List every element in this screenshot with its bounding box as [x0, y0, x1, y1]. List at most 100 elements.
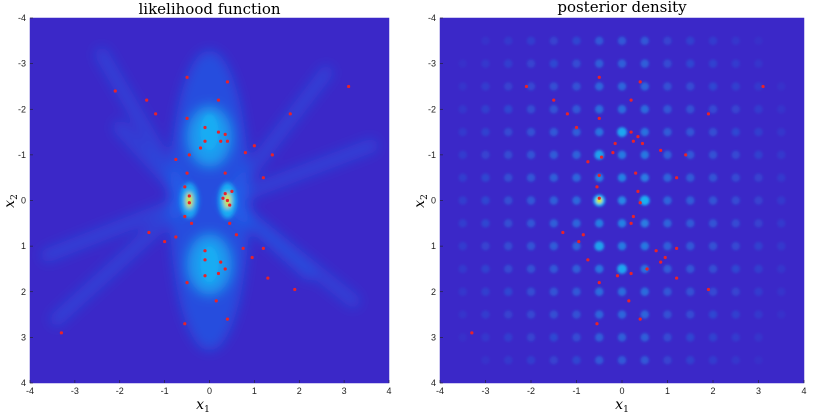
right-x-ticks: -4 -3 -2 -1 0 1 2 3 4 — [436, 380, 807, 396]
posterior-blob — [549, 310, 558, 319]
y-tick-label: -3 — [18, 59, 26, 69]
posterior-blob — [504, 59, 513, 68]
posterior-blob — [504, 36, 513, 46]
left-ylabel: x2 — [2, 194, 20, 208]
y-tick-label: -2 — [18, 104, 26, 114]
posterior-blob — [617, 333, 627, 342]
sample-point — [234, 233, 239, 237]
likelihood-panel: likelihood function -4 -3 -2 -1 0 1 2 3 4 -4 -3 -2… — [2, 0, 392, 412]
likelihood-hotspot — [200, 246, 219, 283]
posterior-blob — [754, 150, 763, 160]
right-title: posterior density — [557, 0, 687, 16]
posterior-blob — [526, 241, 536, 251]
y-tick-label: -4 — [428, 13, 436, 23]
left-xlabel: x1 — [196, 397, 210, 412]
posterior-blob — [504, 355, 513, 365]
posterior-blob — [549, 150, 558, 160]
sample-point — [597, 173, 601, 178]
right-ylabel: x2 — [412, 194, 430, 208]
posterior-blob — [754, 333, 763, 342]
x-tick-label: 0 — [619, 386, 624, 396]
posterior-panel: posterior density -4 -3 -2 -1 0 1 2 3 4 -4 -3 -2 -1… — [412, 0, 807, 412]
posterior-blob — [708, 150, 718, 160]
posterior-blob — [686, 310, 695, 319]
posterior-blob — [708, 241, 718, 251]
posterior-blob — [686, 264, 695, 274]
posterior-blob — [458, 287, 467, 296]
sample-point — [221, 196, 225, 200]
posterior-blob — [708, 196, 718, 205]
posterior-blob — [549, 264, 558, 274]
sample-point — [634, 171, 638, 175]
sample-point — [629, 98, 633, 102]
posterior-blob — [754, 287, 763, 296]
posterior-secondary-peak — [594, 241, 605, 252]
posterior-blob — [731, 105, 740, 114]
posterior-blob — [595, 105, 604, 114]
y-tick-label: 1 — [21, 241, 26, 251]
posterior-blob — [754, 310, 763, 319]
posterior-blob — [458, 105, 467, 114]
posterior-blob — [686, 196, 695, 205]
posterior-blob — [754, 36, 763, 46]
posterior-blob — [640, 59, 649, 68]
posterior-blob — [731, 333, 740, 342]
y-tick-label: 0 — [21, 196, 26, 206]
left-likelihood-field — [40, 47, 379, 351]
sample-point — [216, 271, 221, 276]
sample-point — [187, 153, 191, 157]
likelihood-ridge — [49, 193, 195, 327]
sample-point — [629, 271, 633, 276]
sample-point — [595, 185, 599, 189]
posterior-blob — [458, 219, 467, 228]
posterior-blob — [526, 355, 536, 365]
x-tick-label: 1 — [665, 386, 670, 396]
sample-point — [761, 84, 765, 89]
posterior-blob — [617, 219, 627, 228]
sample-point — [675, 176, 679, 180]
posterior-blob — [504, 310, 513, 319]
sample-point — [203, 125, 207, 130]
posterior-blob — [640, 241, 649, 251]
sample-point — [631, 214, 635, 219]
posterior-blob — [663, 241, 672, 251]
posterior-blob — [777, 241, 786, 251]
sample-point — [185, 281, 189, 285]
posterior-blob — [458, 127, 467, 137]
sample-point — [599, 155, 604, 159]
posterior-blob — [754, 264, 763, 274]
posterior-blob — [777, 82, 786, 91]
posterior-blob — [731, 310, 740, 319]
sample-point — [59, 331, 64, 335]
sample-point — [203, 249, 207, 253]
posterior-blob — [526, 173, 536, 182]
posterior-blob — [572, 150, 581, 160]
posterior-blob — [731, 150, 740, 160]
sample-point — [615, 274, 620, 278]
sample-point — [663, 255, 667, 260]
posterior-blob — [640, 150, 649, 160]
posterior-blob — [708, 82, 718, 91]
sample-point — [595, 322, 599, 326]
y-tick-label: 3 — [431, 332, 436, 342]
sample-point — [597, 196, 601, 200]
sample-point — [223, 192, 227, 196]
y-tick-label: 4 — [431, 378, 436, 388]
posterior-blob — [572, 287, 581, 296]
posterior-blob — [686, 105, 695, 114]
posterior-blob — [754, 196, 763, 205]
posterior-blob — [686, 287, 695, 296]
sample-point — [636, 189, 640, 193]
sample-point — [270, 153, 274, 157]
posterior-blob — [708, 127, 718, 137]
posterior-blob — [595, 355, 604, 365]
posterior-blob — [526, 264, 536, 274]
sample-point — [252, 144, 256, 148]
posterior-blob — [663, 105, 672, 114]
sample-point — [185, 75, 189, 79]
posterior-blob — [572, 173, 581, 182]
posterior-peak — [596, 197, 603, 204]
posterior-blob — [617, 287, 627, 296]
x-tick-label: 2 — [297, 386, 302, 396]
